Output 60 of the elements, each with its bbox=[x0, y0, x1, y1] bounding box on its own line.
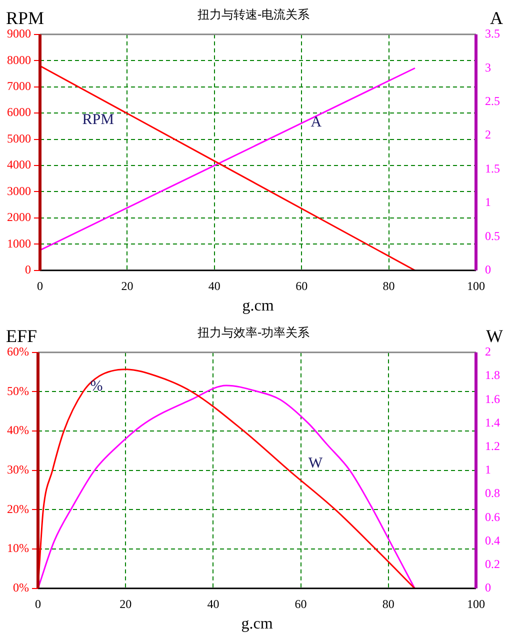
x-axis-title: g.cm bbox=[241, 616, 274, 633]
y-tick-label: 0% bbox=[12, 580, 29, 595]
y2-tick-label: 2 bbox=[485, 128, 491, 142]
x-tick-label: 100 bbox=[467, 596, 485, 611]
y2-tick-label: 0.4 bbox=[485, 533, 500, 548]
y2-tick-label: 1.6 bbox=[485, 392, 500, 406]
y-tick-label: 9000 bbox=[7, 26, 31, 41]
y-axis-title: EFF bbox=[6, 326, 38, 346]
y2-axis-title: A bbox=[490, 8, 503, 28]
y-tick-label: 60% bbox=[6, 344, 29, 359]
series-label: % bbox=[90, 378, 103, 395]
x-tick-label: 60 bbox=[296, 278, 308, 293]
series-label: W bbox=[308, 455, 324, 472]
x-tick-label: 0 bbox=[37, 278, 43, 293]
y-tick-label: 5000 bbox=[7, 131, 31, 146]
y-tick-label: 3000 bbox=[7, 184, 31, 198]
y2-tick-label: 1.2 bbox=[485, 438, 500, 453]
y2-tick-label: 0 bbox=[485, 580, 491, 595]
y2-tick-label: 0.5 bbox=[485, 228, 500, 243]
x-axis-title: g.cm bbox=[242, 298, 274, 315]
x-tick-label: 100 bbox=[467, 278, 485, 293]
y-tick-label: 40% bbox=[6, 423, 29, 438]
x-tick-label: 60 bbox=[294, 596, 307, 611]
series-label: A bbox=[310, 114, 322, 130]
x-tick-label: 20 bbox=[121, 278, 134, 293]
y-tick-label: 0 bbox=[25, 262, 31, 277]
y2-tick-label: 1 bbox=[485, 462, 491, 477]
y2-tick-label: 2.5 bbox=[485, 94, 500, 108]
series-label: RPM bbox=[82, 112, 114, 128]
x-tick-label: 40 bbox=[207, 596, 220, 611]
y-tick-label: 1000 bbox=[7, 236, 31, 250]
y2-tick-label: 3.5 bbox=[485, 26, 500, 41]
x-tick-label: 80 bbox=[382, 596, 394, 611]
y2-tick-label: 0.2 bbox=[485, 556, 500, 571]
y-tick-label: 50% bbox=[6, 384, 29, 398]
y2-tick-label: 0 bbox=[485, 262, 491, 277]
y2-tick-label: 2 bbox=[485, 344, 491, 359]
x-tick-label: 80 bbox=[382, 278, 395, 293]
y2-tick-label: 1 bbox=[485, 195, 491, 210]
y2-axis-title: W bbox=[486, 326, 503, 346]
y2-tick-label: 1.4 bbox=[485, 415, 500, 430]
y-tick-label: 30% bbox=[6, 462, 29, 477]
x-tick-label: 20 bbox=[120, 596, 132, 611]
y-tick-label: 8000 bbox=[7, 52, 31, 67]
chart-title: 扭力与转速-电流关系 bbox=[197, 7, 310, 22]
y2-tick-label: 1.5 bbox=[485, 161, 500, 176]
x-tick-label: 40 bbox=[208, 278, 220, 293]
chart-title: 扭力与效率-功率关系 bbox=[197, 325, 310, 340]
y-tick-label: 7000 bbox=[7, 79, 31, 93]
y-tick-label: 20% bbox=[6, 502, 29, 516]
y-tick-label: 2000 bbox=[7, 210, 31, 224]
y2-tick-label: 1.8 bbox=[485, 368, 500, 382]
y-tick-label: 4000 bbox=[7, 158, 31, 172]
y-axis-title: RPM bbox=[6, 8, 44, 28]
y2-tick-label: 0.8 bbox=[485, 486, 500, 500]
y-tick-label: 6000 bbox=[7, 105, 31, 120]
x-tick-label: 0 bbox=[34, 596, 41, 611]
y2-tick-label: 0.6 bbox=[485, 510, 500, 524]
y-tick-label: 10% bbox=[6, 541, 29, 556]
y2-tick-label: 3 bbox=[485, 60, 491, 74]
